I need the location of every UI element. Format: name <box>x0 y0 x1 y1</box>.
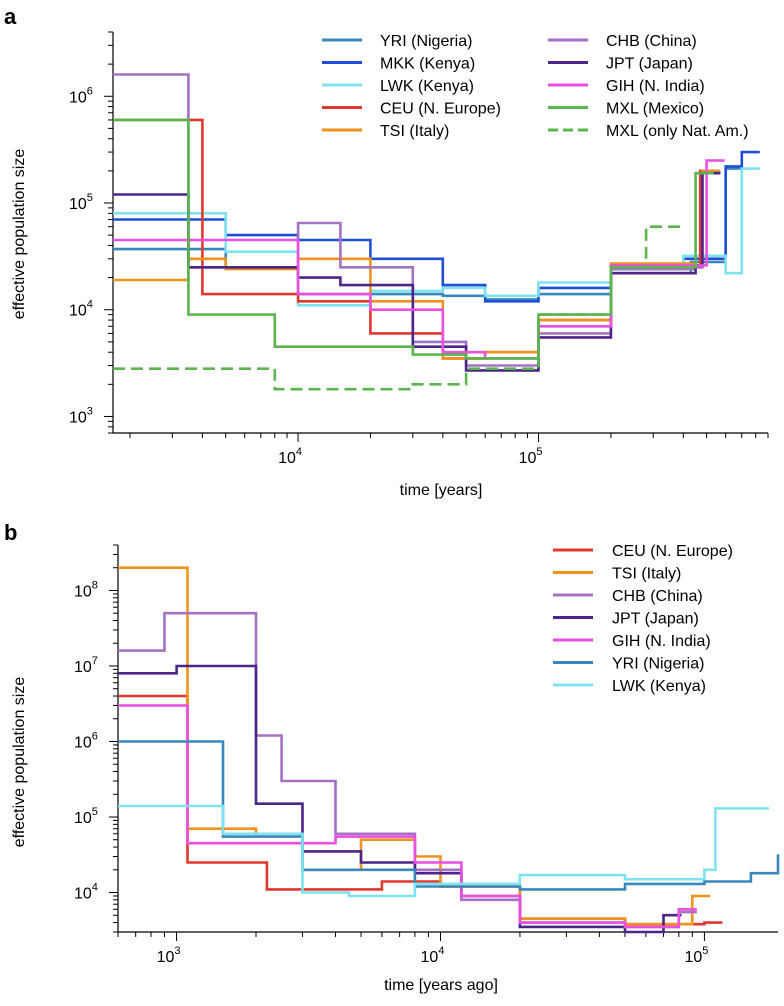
y-tick-label: 108 <box>74 579 98 600</box>
legend-label: MXL (only Nat. Am.) <box>606 123 749 140</box>
x-tick-label: 105 <box>684 945 708 966</box>
series-line-mxl-only-nat-am <box>113 225 682 391</box>
x-tick-label: 103 <box>157 945 181 966</box>
x-tick-label: 104 <box>421 945 445 966</box>
legend-label: CEU (N. Europe) <box>612 543 733 560</box>
legend-label: JPT (Japan) <box>612 611 699 628</box>
legend-label: TSI (Italy) <box>612 566 681 583</box>
panel-b: b effective population size time [years … <box>4 520 780 994</box>
legend-label: JPT (Japan) <box>606 56 693 73</box>
legend-b: CEU (N. Europe) TSI (Italy) CHB (China) JPT… <box>553 543 733 695</box>
x-axis-label-a: time [years] <box>400 482 483 499</box>
y-tick-label: 106 <box>74 730 98 751</box>
series-group-a <box>113 73 760 391</box>
legend-label: GIH (N. India) <box>606 78 705 95</box>
series-line-gih-n-india <box>118 704 697 929</box>
legend-label: YRI (Nigeria) <box>380 33 472 50</box>
series-line-yri-nigeria <box>118 740 780 891</box>
y-tick-label: 105 <box>69 192 93 213</box>
panel-letter-b: b <box>4 520 17 545</box>
legend-label: LWK (Kenya) <box>380 78 474 95</box>
y-tick-label: 104 <box>69 299 93 320</box>
y-tick-label: 107 <box>74 655 98 676</box>
legend-label: MKK (Kenya) <box>380 56 475 73</box>
series-line-lwk-kenya <box>113 167 760 307</box>
y-axis-label-a: effective population size <box>11 149 28 320</box>
legend-label: LWK (Kenya) <box>612 678 706 695</box>
series-group-b <box>118 566 780 934</box>
series-line-lwk-kenya <box>118 804 769 898</box>
y-tick-label: 103 <box>69 405 93 426</box>
legend-label: TSI (Italy) <box>380 123 449 140</box>
series-line-gih-n-india <box>113 159 725 360</box>
panel-a: a effective population size time [years]… <box>4 4 769 499</box>
legend-label: GIH (N. India) <box>612 633 711 650</box>
panel-letter-a: a <box>4 4 17 29</box>
series-line-mkk-kenya <box>113 150 760 303</box>
ticks-b: 103 104 105 104 105 106 107 108 <box>74 544 708 966</box>
series-line-mxl-mexico <box>113 118 714 360</box>
series-line-chb-china <box>118 611 697 929</box>
x-tick-label: 105 <box>519 446 543 467</box>
legend-label: CHB (China) <box>606 33 697 50</box>
series-line-jpt-japan <box>118 664 682 934</box>
legend-label: CHB (China) <box>612 588 703 605</box>
y-tick-label: 105 <box>74 806 98 827</box>
legend-label: CEU (N. Europe) <box>380 101 501 118</box>
series-line-yri-nigeria <box>113 167 744 301</box>
x-tick-label: 104 <box>278 446 302 467</box>
series-line-ceu-n-europe <box>118 694 723 926</box>
y-tick-label: 106 <box>69 85 93 106</box>
legend-label: MXL (Mexico) <box>606 101 704 118</box>
y-axis-label-b: effective population size <box>11 677 28 848</box>
ticks-a: 104 105 103 104 105 106 <box>69 31 769 467</box>
y-tick-label: 104 <box>74 882 98 903</box>
legend-label: YRI (Nigeria) <box>612 656 704 673</box>
legend-a: YRI (Nigeria) MKK (Kenya) LWK (Kenya) CEU (… <box>322 33 749 140</box>
x-axis-label-b: time [years ago] <box>384 977 498 994</box>
